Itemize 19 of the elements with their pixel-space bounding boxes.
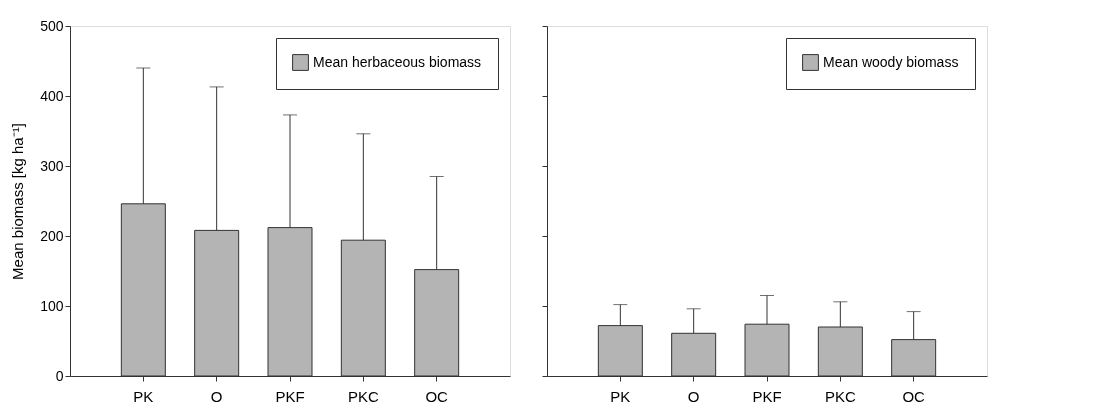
x-tick-label: PK	[610, 387, 631, 405]
y-tick-label: 100	[40, 297, 64, 314]
x-tick-label: OC	[425, 387, 449, 405]
x-tick-label: PKF	[752, 387, 782, 405]
legend-label: Mean herbaceous biomass	[313, 53, 482, 70]
x-tick-label: PKC	[347, 387, 379, 405]
y-tick-label: 0	[55, 367, 64, 384]
y-tick-label: 200	[40, 227, 64, 244]
y-axis-title: Mean biomass [kg ha⁻¹]	[9, 123, 27, 280]
y-tick-label: 500	[40, 17, 64, 34]
y-tick-label: 300	[40, 157, 64, 174]
x-tick-label: O	[210, 387, 223, 405]
y-tick-label: 400	[40, 87, 64, 104]
x-tick-label: PKF	[275, 387, 305, 405]
x-tick-label: PKC	[824, 387, 856, 405]
x-tick-label: O	[687, 387, 700, 405]
x-tick-label: OC	[902, 387, 926, 405]
legend-label: Mean woody biomass	[823, 53, 959, 70]
x-tick-label: PK	[133, 387, 154, 405]
